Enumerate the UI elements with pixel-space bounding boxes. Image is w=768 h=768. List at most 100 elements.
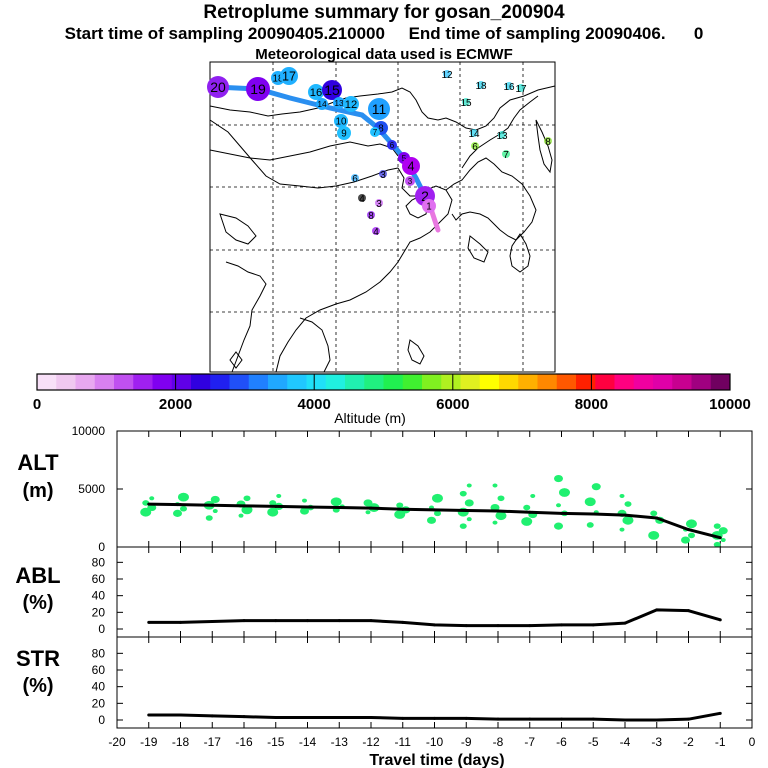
colorbar-segment [460, 374, 481, 390]
colorbar-segment [479, 374, 500, 390]
colorbar-tick-label: 0 [33, 396, 41, 413]
x-axis-label: Travel time (days) [369, 752, 504, 768]
chart-title: Retroplume summary for gosan_200904 [203, 2, 565, 23]
colorbar-segment [633, 374, 654, 390]
alt-scatter-point [267, 507, 279, 517]
colorbar-segment [191, 374, 211, 390]
track-marker [333, 97, 345, 109]
x-tick-label: -13 [331, 735, 349, 749]
scatter-marker [517, 84, 525, 92]
track-marker [322, 80, 342, 100]
track-marker [207, 76, 229, 98]
track-marker [337, 126, 351, 140]
series-point [560, 511, 563, 515]
scatter-marker [471, 142, 479, 150]
series-point [687, 717, 690, 721]
series-point [560, 623, 563, 627]
scatter-marker-label: 18 [475, 81, 487, 92]
track-marker [308, 84, 324, 100]
scatter-marker-label: 14 [468, 129, 480, 140]
colorbar-segment [383, 374, 404, 390]
scatter-marker [462, 98, 470, 106]
colorbar-segment [171, 374, 192, 390]
scatter-marker-label: 6 [352, 174, 358, 185]
alt-scatter-point [591, 483, 601, 491]
colorbar-segment [210, 374, 230, 390]
y-tick-label: 60 [92, 663, 106, 677]
x-tick-label: -2 [683, 735, 694, 749]
alt-scatter-point [713, 523, 721, 529]
x-tick-label: -10 [426, 735, 444, 749]
scatter-marker-label: 17 [515, 84, 527, 95]
met-data-label: Meteorological data used is ECMWF [255, 46, 513, 63]
series-point [274, 619, 278, 623]
alt-scatter-point [427, 516, 436, 524]
x-tick-label: -17 [204, 735, 222, 749]
alt-scatter-point [688, 532, 695, 539]
x-tick-label: -12 [362, 735, 380, 749]
alt-scatter-point [619, 493, 625, 498]
track-marker-label: 14 [317, 99, 327, 109]
colorbar-tick-label: 6000 [436, 396, 469, 413]
x-tick-label: 0 [749, 735, 756, 749]
track-marker [368, 98, 390, 120]
alt-scatter-point [530, 493, 536, 498]
track-marker [280, 67, 298, 85]
alt-scatter-point [173, 509, 182, 517]
series-point [655, 718, 659, 722]
alt-scatter-point [302, 498, 307, 503]
series-point [210, 714, 214, 718]
scatter-marker [443, 70, 451, 78]
alt-scatter-point [210, 495, 220, 504]
alt-scatter-point [523, 504, 531, 511]
series-point [401, 716, 405, 720]
scatter-marker-label: 7 [503, 150, 509, 161]
alt-scatter-point [464, 499, 474, 507]
series-point [623, 513, 627, 517]
alt-scatter-point [650, 510, 658, 517]
track-marker [316, 98, 328, 110]
colorbar-tick-label: 10000 [709, 396, 751, 413]
series-line-abl [148, 608, 721, 628]
y-tick-label: 20 [92, 696, 106, 710]
scatter-marker-label: 15 [460, 98, 472, 109]
alt-scatter-point [648, 531, 660, 540]
series-point [337, 506, 341, 510]
series-point [337, 716, 341, 719]
alt-scatter-point [619, 527, 625, 532]
series-point [242, 715, 246, 719]
track-marker-label: 2 [421, 188, 429, 204]
panel-frame [116, 430, 753, 548]
track-marker [334, 114, 348, 128]
scatter-marker [544, 137, 552, 145]
track-marker-label: 1 [426, 201, 431, 212]
scatter-marker [372, 227, 380, 235]
alt-scatter-point [269, 500, 277, 506]
scatter-marker [351, 174, 359, 182]
y-tick-label: 0 [98, 540, 105, 554]
alt-scatter-point [459, 490, 467, 497]
x-tick-label: -11 [395, 735, 412, 749]
alt-scatter-point [238, 513, 244, 518]
track-marker-label: 16 [310, 87, 322, 99]
alt-scatter-point [363, 499, 373, 507]
series-point [623, 621, 627, 625]
alt-scatter-point [241, 505, 253, 515]
track-marker-label: 9 [341, 128, 346, 139]
alt-scatter-point [276, 493, 282, 498]
series-point [242, 619, 246, 623]
alt-scatter-point [718, 527, 728, 535]
colorbar: 0 2000 4000 6000 8000 10000 Altitude (m) [33, 373, 751, 426]
series-point [337, 619, 341, 623]
series-point [433, 716, 436, 720]
colorbar-segment [614, 374, 635, 390]
y-tick-label: 10000 [72, 424, 106, 438]
track-marker [422, 199, 436, 213]
series-point [687, 528, 690, 532]
alt-scatter-point [720, 538, 726, 543]
y-tick-label: 40 [92, 680, 106, 694]
y-tick-label: 0 [98, 713, 105, 727]
alt-scatter-point [686, 519, 697, 529]
